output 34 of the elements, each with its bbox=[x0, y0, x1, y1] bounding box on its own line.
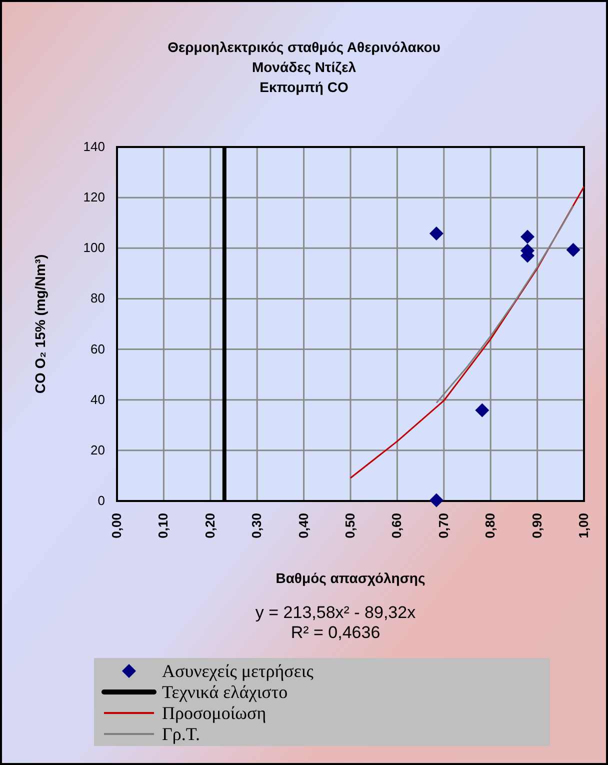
line-series bbox=[350, 186, 585, 479]
chart-title: Θερμοηλεκτρικός σταθμός Αθερινόλακου Μονάδες Ντίζελ Εκπομπή CO bbox=[168, 39, 440, 95]
y-axis-title: CO O₂ 15% (mg/Nm³) bbox=[32, 254, 48, 394]
text: y = 213,58x² - 89,32x bbox=[255, 603, 416, 622]
y-tick-label: 60 bbox=[90, 341, 105, 356]
y-tick-label: 20 bbox=[90, 442, 105, 458]
point bbox=[475, 403, 490, 418]
point bbox=[429, 226, 444, 240]
point bbox=[520, 230, 534, 244]
x-tick-label: 0,90 bbox=[529, 513, 544, 538]
x-tick-label: 0,00 bbox=[109, 513, 124, 538]
x-tick-label: 0,20 bbox=[202, 513, 218, 538]
x-tick-label: 0,80 bbox=[482, 513, 498, 538]
x-tick-label: 0,30 bbox=[249, 513, 264, 538]
x-tick-label: 0,60 bbox=[389, 513, 404, 538]
y-tick-label: 40 bbox=[90, 392, 105, 407]
x-tick-label: 1,00 bbox=[576, 513, 591, 538]
legend-label: Γρ.Τ. bbox=[162, 724, 200, 744]
legend-label: Προσομοίωση bbox=[162, 703, 266, 723]
legend-label: Ασυνεχείς μετρήσεις bbox=[162, 661, 314, 681]
text: R² = 0,4636 bbox=[290, 623, 380, 642]
x-tick-label: 0,10 bbox=[156, 513, 171, 538]
x-tick-label: 0,50 bbox=[342, 513, 358, 538]
y-tick-label: 100 bbox=[83, 240, 105, 256]
y-tick-label: 140 bbox=[83, 139, 105, 154]
y-tick-label: 120 bbox=[83, 190, 105, 205]
legend-label: Τεχνικά ελάχιστο bbox=[162, 682, 288, 702]
point bbox=[429, 493, 444, 508]
x-tick-label: 0,40 bbox=[296, 513, 311, 538]
y-tick-label: 0 bbox=[98, 493, 105, 508]
x-axis-title: Βαθμός απασχόλησης bbox=[276, 570, 426, 586]
y-tick-label: 80 bbox=[90, 290, 105, 306]
x-tick-label: 0,70 bbox=[436, 513, 451, 538]
point bbox=[566, 242, 580, 257]
